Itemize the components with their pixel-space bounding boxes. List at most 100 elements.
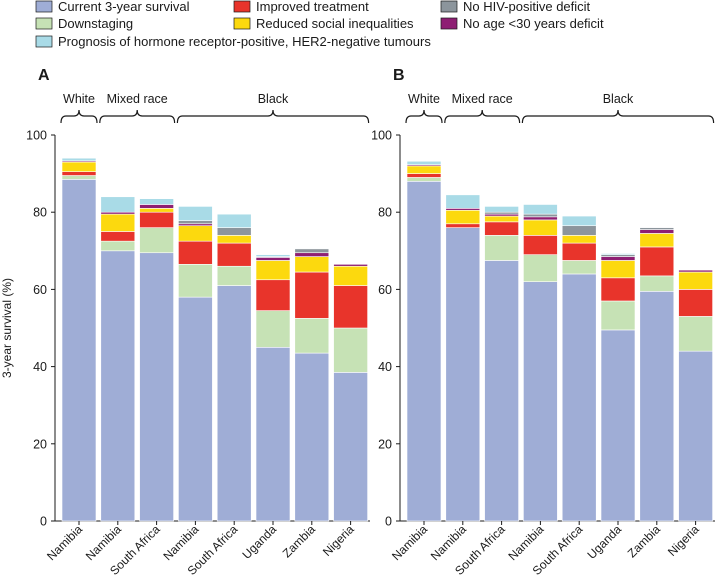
bar-segment-downstaging [561, 260, 597, 275]
legend-label-prognosis: Prognosis of hormone receptor-positive, … [58, 34, 431, 49]
bar-segment-current [178, 296, 213, 522]
legend-label-treatment: Improved treatment [256, 0, 369, 14]
bar-segment-hiv [639, 227, 675, 230]
bar-segment-treatment [178, 240, 213, 265]
legend-label-social: Reduced social inequalities [256, 16, 414, 31]
bar-segment-treatment [406, 173, 442, 178]
bar-segment-age [639, 229, 675, 234]
bar-0 [61, 157, 97, 522]
category-label: Namibia [44, 522, 85, 563]
y-tick-label: 20 [33, 437, 47, 451]
y-axis-label: 3-year survival (%) [0, 278, 14, 378]
bar-segment-current [678, 350, 713, 522]
bar-segment-age [333, 264, 368, 267]
y-tick-label: 100 [26, 129, 47, 143]
bar-segment-downstaging [678, 316, 713, 352]
category-label: Nigeria [665, 522, 702, 559]
bar-segment-current [600, 329, 636, 522]
bar-5 [255, 254, 291, 522]
bar-segment-social [523, 219, 558, 236]
category-label: Namibia [389, 522, 430, 563]
legend-swatch-downstaging [35, 17, 53, 30]
panel-label: A [38, 67, 50, 84]
bar-segment-treatment [255, 279, 291, 311]
bar-segment-downstaging [255, 310, 291, 348]
group-brace [521, 109, 715, 124]
bar-4 [561, 215, 597, 522]
bar-segment-social [561, 235, 597, 244]
bar-segment-age [523, 216, 558, 221]
legend-swatch-prognosis [35, 35, 53, 48]
bar-segment-age [294, 252, 330, 257]
legend-label-hiv: No HIV-positive deficit [463, 0, 591, 14]
legend-swatch-hiv [440, 0, 458, 13]
chart-panels: A White Mixed race Black 0 20 40 60 80 100 3-year … [0, 67, 715, 578]
bar-segment-treatment [294, 271, 330, 319]
bar-segment-social [255, 260, 291, 281]
bar-7 [333, 264, 368, 522]
bar-segment-current [255, 346, 291, 522]
group-brace [444, 109, 521, 124]
bar-segment-age [678, 269, 713, 273]
legend-swatch-treatment [233, 0, 251, 13]
y-tick-label: 20 [378, 437, 392, 451]
group-brace [176, 109, 370, 124]
legend-item-hiv: No HIV-positive deficit [440, 0, 591, 14]
bar-segment-prognosis [600, 253, 636, 255]
bar-segment-downstaging [178, 264, 213, 298]
y-tick-label: 60 [378, 283, 392, 297]
bar-segment-prognosis [100, 196, 136, 213]
group-label: White [408, 92, 440, 106]
y-tick-label: 0 [385, 515, 392, 529]
bar-segment-treatment [678, 289, 713, 317]
category-label: Zambia [625, 522, 663, 560]
bar-segment-downstaging [61, 175, 97, 180]
bar-segment-current [61, 179, 97, 522]
legend: Current 3-year survival Downstaging Progno… [35, 0, 604, 49]
bar-segment-downstaging [100, 240, 136, 252]
bar-segment-hiv [523, 213, 558, 218]
bar-segment-hiv [561, 225, 597, 236]
bar-segment-social [406, 165, 442, 174]
bar-segment-social [100, 213, 136, 232]
category-label: Uganda [239, 522, 279, 562]
bar-segment-social [600, 260, 636, 279]
legend-label-downstaging: Downstaging [58, 16, 133, 31]
bar-segment-prognosis [255, 254, 291, 257]
bar-segment-treatment [600, 277, 636, 302]
category-label: Zambia [280, 522, 318, 560]
bar-segment-downstaging [406, 177, 442, 182]
group-label: Black [258, 92, 289, 106]
bar-segment-treatment [139, 211, 174, 228]
bar-segment-prognosis [406, 160, 442, 166]
bar-segment-hiv [178, 220, 213, 225]
y-tick-label: 100 [371, 129, 392, 143]
bar-segment-downstaging [333, 327, 368, 373]
bar-segment-current [406, 181, 442, 522]
bar-segment-treatment [61, 171, 97, 176]
bar-segment-treatment [100, 231, 136, 242]
bar-segment-treatment [523, 235, 558, 255]
bar-segment-current [639, 291, 675, 522]
bar-segment-social [139, 208, 174, 213]
bar-0 [406, 160, 442, 522]
bar-segment-prognosis [178, 206, 213, 221]
group-label: Black [603, 92, 634, 106]
bar-6 [294, 248, 330, 522]
bar-3 [523, 204, 558, 522]
bar-segment-social [178, 225, 213, 242]
y-tick-label: 40 [33, 360, 47, 374]
bar-segment-prognosis [216, 213, 252, 228]
group-label: Mixed race [452, 92, 513, 106]
bar-7 [678, 269, 713, 522]
bar-segment-prognosis [61, 157, 97, 162]
bar-segment-treatment [484, 221, 519, 236]
bar-segment-current [139, 252, 174, 522]
bar-segment-current [484, 260, 519, 522]
bar-segment-social [294, 256, 330, 273]
bar-segment-social [484, 215, 519, 223]
bar-segment-treatment [216, 242, 252, 267]
bar-segment-current [445, 227, 481, 522]
bar-segment-age [255, 257, 291, 261]
